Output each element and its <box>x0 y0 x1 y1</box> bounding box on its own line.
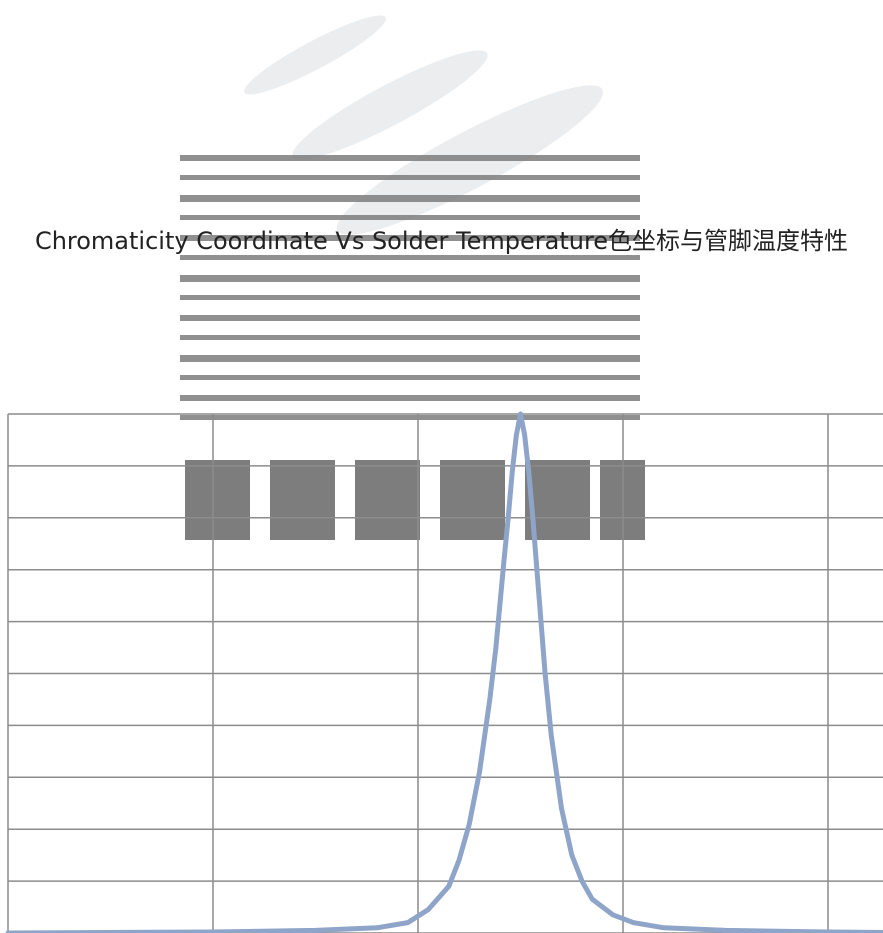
chart-series <box>5 411 883 933</box>
chart-grid <box>7 413 883 933</box>
chart-title: Chromaticity Coordinate Vs Solder Temper… <box>34 227 849 255</box>
series-line-0 <box>5 411 883 933</box>
watermark-logo <box>180 15 645 540</box>
